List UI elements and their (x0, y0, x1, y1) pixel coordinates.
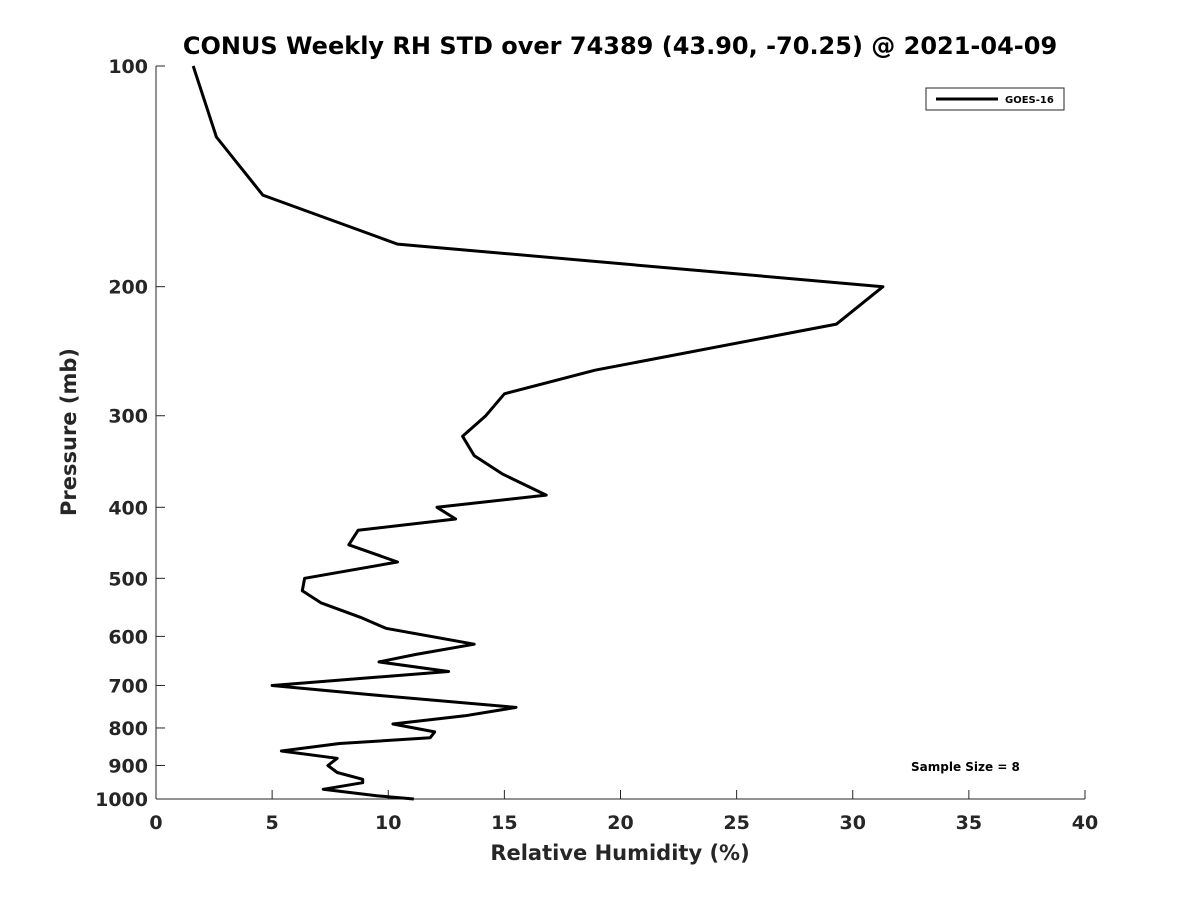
legend: GOES-16 (925, 87, 1065, 111)
axes (155, 65, 1086, 800)
x-tick-label: 35 (956, 812, 982, 834)
y-tick-label: 700 (108, 675, 148, 697)
x-tick-label: 10 (375, 812, 401, 834)
tick-labels: 0 5 10 15 20 25 30 35 40 100 200 300 400 500 600 700 800… (95, 56, 1098, 834)
x-tick-label: 5 (266, 812, 279, 834)
y-tick-label: 800 (108, 718, 148, 740)
series-line-goes-16 (191, 65, 885, 801)
legend-label-goes-16: GOES-16 (1005, 95, 1054, 106)
sample-size-annotation: Sample Size = 8 (911, 760, 1020, 774)
x-tick-label: 0 (149, 812, 162, 834)
y-tick-label: 100 (108, 56, 148, 78)
x-tick-label: 20 (607, 812, 633, 834)
y-tick-label: 600 (108, 626, 148, 648)
y-axis-label: Pressure (mb) (57, 348, 81, 516)
y-tick-label: 1000 (95, 789, 148, 811)
y-tick-label: 200 (108, 277, 148, 299)
y-tick-label: 900 (108, 755, 148, 777)
x-tick-label: 15 (491, 812, 517, 834)
y-tick-label: 500 (108, 568, 148, 590)
chart-title: CONUS Weekly RH STD over 74389 (43.90, -… (183, 32, 1057, 60)
series-layer (191, 65, 885, 801)
x-axis-label: Relative Humidity (%) (490, 841, 749, 865)
x-tick-label: 30 (840, 812, 866, 834)
x-tick-label: 25 (723, 812, 749, 834)
y-tick-label: 400 (108, 497, 148, 519)
x-tick-label: 40 (1072, 812, 1098, 834)
y-tick-label: 300 (108, 406, 148, 428)
